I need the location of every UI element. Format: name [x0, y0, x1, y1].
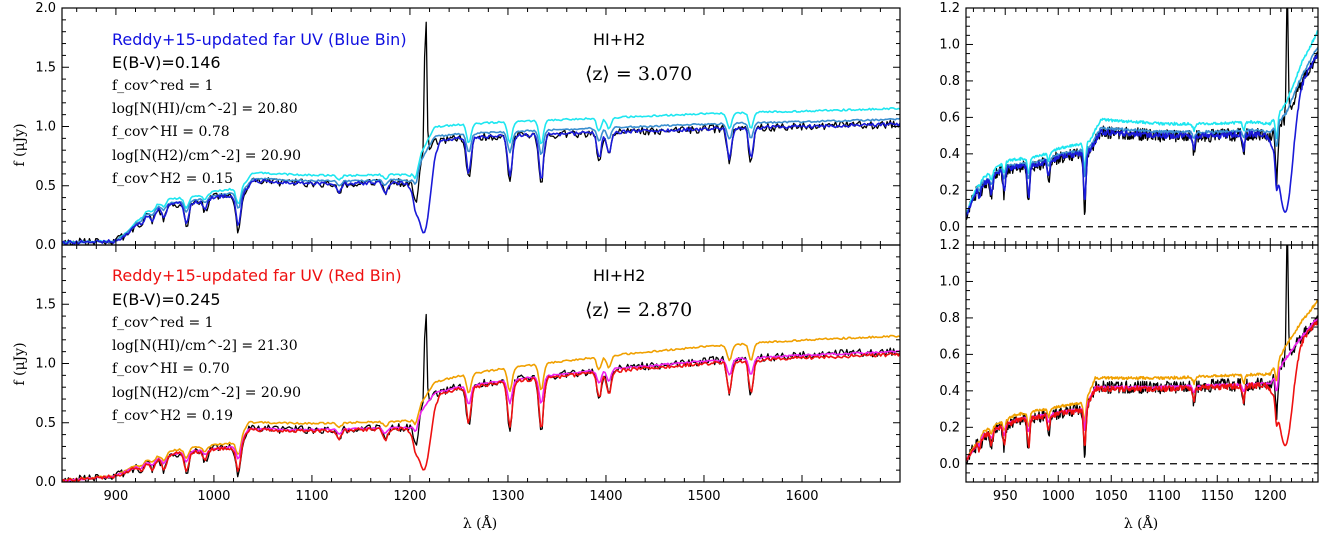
series-line-observed	[966, 8, 1318, 221]
y-tick-label: 0.5	[35, 179, 56, 194]
ebv-label: E(B-V)=0.245	[112, 290, 221, 309]
y-tick-label: 0.6	[939, 347, 960, 362]
x-tick-label: 1150	[1201, 489, 1234, 504]
x-tick-label: 1050	[1095, 489, 1128, 504]
redshift-label: ⟨z⟩ = 2.870	[585, 299, 692, 321]
y-tick-label: 0.0	[35, 238, 56, 253]
y-tick-label: 0.0	[939, 220, 960, 235]
y-tick-label: 0.2	[939, 420, 960, 435]
nhi-label: log[N(HI)/cm^-2] = 21.30	[112, 338, 298, 354]
series-line-model-2	[966, 46, 1318, 217]
model-label: HI+H2	[593, 30, 645, 49]
plot-area	[966, 245, 1318, 465]
series-line-observed	[966, 245, 1318, 465]
annotations-bottom-left: Reddy+15-updated far UV (Red Bin) E(B-V)…	[112, 266, 692, 424]
y-tick-label: 1.0	[939, 37, 960, 52]
xlabel-left: λ (Å)	[463, 514, 497, 532]
y-tick-label: 0.4	[939, 384, 960, 399]
y-tick-label: 0.4	[939, 147, 960, 162]
series-line-model-3	[62, 122, 900, 245]
plot-area	[966, 8, 1318, 228]
x-tick-label: 1200	[393, 489, 426, 504]
fcov-red-label: f_cov^red = 1	[112, 78, 214, 94]
model-label: HI+H2	[593, 266, 645, 285]
ylabel-top-left: f (μJy)	[12, 123, 28, 166]
plot-area	[62, 21, 900, 245]
x-tick-label: 1100	[295, 489, 328, 504]
y-tick-label: 1.5	[35, 60, 56, 75]
y-tick-label: 0.0	[939, 457, 960, 472]
series-line-model-1	[62, 107, 900, 244]
y-tick-label: 1.0	[35, 357, 56, 372]
series-line-model-2	[62, 350, 900, 482]
xlabel-right: λ (Å)	[1124, 514, 1158, 532]
series-line-model-2	[62, 117, 900, 244]
x-tick-label: 1200	[1254, 489, 1287, 504]
x-tick-label: 1400	[589, 489, 622, 504]
series-line-model-3	[966, 53, 1318, 218]
redshift-label: ⟨z⟩ = 3.070	[585, 63, 692, 85]
fcov-h2-label: f_cov^H2 = 0.15	[112, 171, 233, 187]
bin-title: Reddy+15-updated far UV (Blue Bin)	[112, 30, 407, 49]
panel-bottom-left: 900 1000 1100 1200 1300 1400 1500 1600 0.0 0.5 1.0…	[35, 244, 901, 504]
axes-frame	[965, 244, 1319, 483]
y-tick-label: 1.0	[35, 120, 56, 135]
y-tick-label: 0.0	[35, 475, 56, 490]
x-tick-label: 900	[103, 489, 128, 504]
series-line-model-3	[62, 352, 900, 482]
y-tick-label: 0.5	[35, 416, 56, 431]
panel-bottom-right: 950 1000 1050 1100 1150 1200 0.0 0.2 0.4 0.6 0.8 1.…	[939, 238, 1319, 504]
nhi-label: log[N(HI)/cm^-2] = 20.80	[112, 101, 298, 117]
plot-area	[62, 313, 900, 482]
ebv-label: E(B-V)=0.146	[112, 53, 221, 72]
fcov-red-label: f_cov^red = 1	[112, 315, 214, 331]
series-line-model-1	[966, 299, 1318, 461]
fcov-h2-label: f_cov^H2 = 0.19	[112, 408, 233, 424]
y-tick-label: 1.0	[939, 274, 960, 289]
panel-top-right: 0.0 0.2 0.4 0.6 0.8 1.0 1.2	[939, 1, 1319, 246]
y-tick-label: 0.8	[939, 311, 960, 326]
fcov-hi-label: f_cov^HI = 0.78	[112, 124, 230, 140]
annotations-top-left: Reddy+15-updated far UV (Blue Bin) E(B-V…	[112, 30, 692, 187]
x-tick-label: 1000	[1042, 489, 1075, 504]
y-tick-label: 2.0	[35, 1, 56, 16]
x-tick-label: 1600	[785, 489, 818, 504]
y-tick-label: 0.2	[939, 183, 960, 198]
series-line-model-1	[62, 334, 900, 482]
x-tick-label: 950	[993, 489, 1018, 504]
x-tick-label: 1100	[1148, 489, 1181, 504]
bin-title: Reddy+15-updated far UV (Red Bin)	[112, 266, 402, 285]
series-line-model-1	[966, 30, 1318, 216]
y-tick-label: 1.2	[939, 238, 960, 253]
nh2-label: log[N(H2)/cm^-2] = 20.90	[112, 385, 301, 401]
x-tick-label: 1300	[491, 489, 524, 504]
fcov-hi-label: f_cov^HI = 0.70	[112, 361, 230, 377]
series-line-model-3	[966, 320, 1318, 462]
y-tick-label: 1.2	[939, 1, 960, 16]
y-tick-label: 0.8	[939, 74, 960, 89]
ylabel-bottom-left: f (μJy)	[12, 342, 28, 385]
y-tick-label: 1.5	[35, 297, 56, 312]
axes-frame	[965, 7, 1319, 246]
nh2-label: log[N(H2)/cm^-2] = 20.90	[112, 148, 301, 164]
x-tick-label: 1500	[687, 489, 720, 504]
x-tick-label: 1000	[197, 489, 230, 504]
y-tick-label: 0.6	[939, 110, 960, 125]
